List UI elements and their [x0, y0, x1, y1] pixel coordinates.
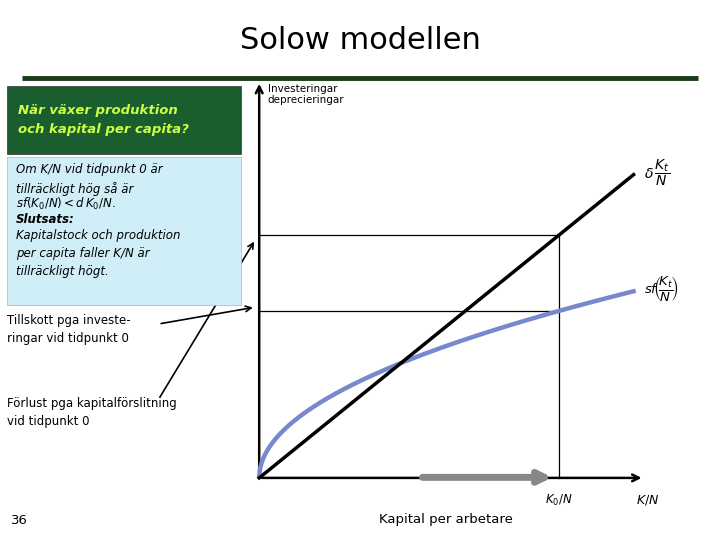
Text: Solow modellen: Solow modellen	[240, 26, 480, 55]
Text: $sf\!\left(\!\dfrac{K_t}{N}\!\right)$: $sf\!\left(\!\dfrac{K_t}{N}\!\right)$	[644, 274, 680, 303]
Text: Förlust pga kapitalförslitning
vid tidpunkt 0: Förlust pga kapitalförslitning vid tidpu…	[7, 397, 177, 428]
Text: Kapitalstock och produktion
per capita faller K/N är
tillräckligt högt.: Kapitalstock och produktion per capita f…	[16, 230, 180, 278]
Text: $K_0/N$: $K_0/N$	[545, 493, 572, 508]
FancyBboxPatch shape	[7, 157, 241, 305]
Text: Kapital per arbetare: Kapital per arbetare	[379, 513, 513, 526]
Text: $K/N$: $K/N$	[636, 493, 660, 507]
Text: När växer produktion
och kapital per capita?: När växer produktion och kapital per cap…	[18, 104, 189, 136]
Text: Om K/N vid tidpunkt 0 är
tillräckligt hög så är: Om K/N vid tidpunkt 0 är tillräckligt hö…	[16, 163, 163, 195]
Text: Tillskott pga investe-
ringar vid tidpunkt 0: Tillskott pga investe- ringar vid tidpun…	[7, 314, 131, 345]
Text: $\delta\,\dfrac{K_t}{N}$: $\delta\,\dfrac{K_t}{N}$	[644, 157, 670, 188]
Text: 36: 36	[11, 514, 27, 526]
Text: $sf(K_0/N) < d\,K_0/N.$: $sf(K_0/N) < d\,K_0/N.$	[16, 195, 116, 212]
FancyBboxPatch shape	[7, 86, 241, 154]
Text: Investeringar
deprecieringar: Investeringar deprecieringar	[268, 84, 344, 105]
Text: Slutsats:: Slutsats:	[16, 213, 75, 226]
